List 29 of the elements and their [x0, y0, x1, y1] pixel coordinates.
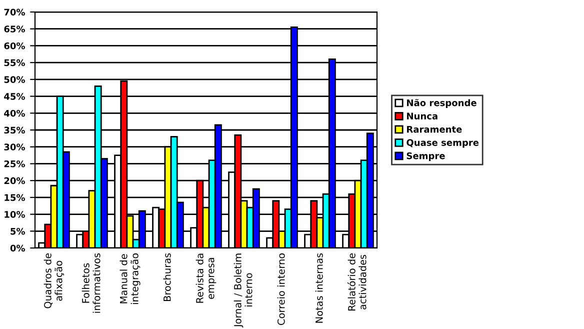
y-tick-label: 10% [4, 211, 25, 218]
y-tick-label: 30% [4, 144, 25, 150]
y-tick-label: 40% [4, 110, 25, 117]
x-tick-label: Revista da empresa [196, 254, 216, 303]
legend-label: Raramente [407, 126, 462, 133]
x-tick-label: Quadros de afixação [44, 253, 64, 308]
legend-label: Sempre [406, 152, 445, 161]
legend-label: Quase sempre [406, 139, 479, 148]
x-tick-label: Notas internas [315, 253, 323, 323]
y-tick-label: 5% [10, 228, 25, 235]
y-tick-label: 45% [4, 93, 25, 100]
x-tick-label: Folhetos informativos [82, 253, 100, 313]
y-tick-label: 50% [4, 76, 25, 83]
y-tick-label: 0% [10, 244, 25, 252]
y-tick-label: 35% [4, 126, 25, 134]
x-tick-label: Relatório de actividades [347, 253, 366, 311]
x-tick-label: Brochuras [163, 253, 171, 301]
x-tick-label: Manual de integração [120, 253, 140, 304]
y-tick-label: 65% [4, 26, 25, 32]
y-tick-label: 70% [4, 8, 25, 16]
legend-label: Não responde [407, 99, 476, 108]
y-tick-label: 55% [4, 59, 25, 66]
y-tick-label: 20% [4, 177, 25, 184]
x-tick-label: Jornal / Boletim interno [234, 254, 252, 328]
y-tick-label: 25% [4, 160, 25, 168]
x-tick-label: Correio interno [277, 253, 285, 325]
y-tick-label: 15% [4, 194, 25, 201]
legend-label: Nunca [407, 112, 438, 120]
y-tick-label: 60% [4, 42, 25, 50]
